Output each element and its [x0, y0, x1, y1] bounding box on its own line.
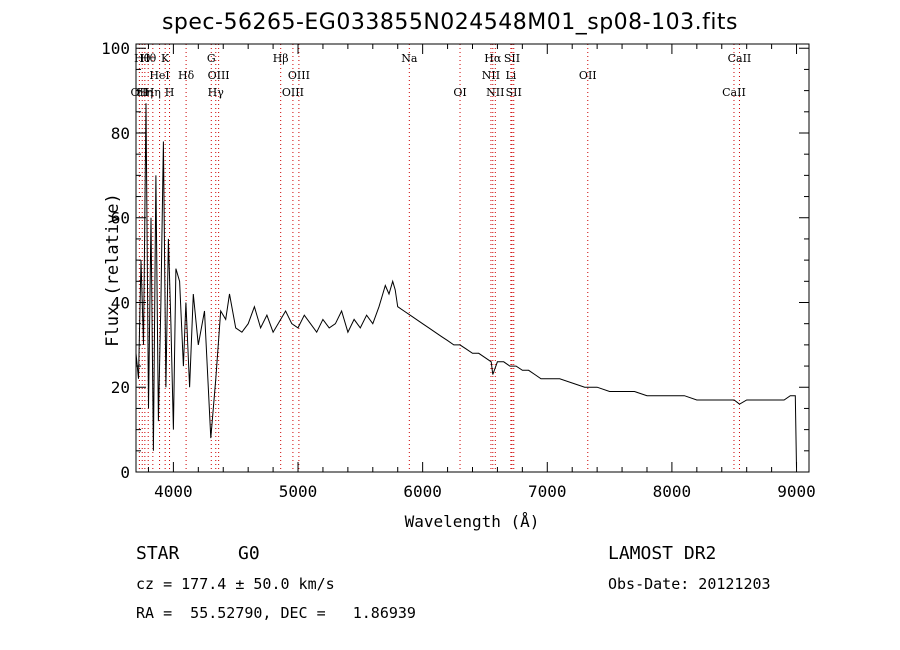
line-label-21: SII: [504, 52, 520, 65]
line-label-18: Hα: [484, 52, 502, 65]
chart-title: spec-56265-EG033855N024548M01_sp08-103.f…: [161, 10, 739, 35]
y-tick-label-1: 20: [111, 378, 130, 397]
line-label-22: SII: [506, 86, 522, 99]
x-tick-label-4: 8000: [653, 482, 692, 501]
object-subclass: G0: [238, 543, 260, 564]
line-label-10: Hγ: [208, 86, 225, 99]
line-label-2: Hη: [137, 86, 153, 99]
y-axis-ticks: 0 20 40 60 80 100: [101, 39, 809, 482]
spectrum-line: [135, 103, 797, 468]
emission-line-labels: OII Hθ Hη Hθ Hη HeI K HHδ G Hγ OIII Hβ OIII OIII Na OI N…: [131, 52, 752, 99]
x-axis-label: Wavelength (Å): [404, 512, 540, 531]
line-label-11: OIII: [208, 69, 230, 82]
line-label-14: OIII: [288, 69, 310, 82]
x-tick-label-0: 4000: [154, 482, 193, 501]
line-label-0: OII: [131, 86, 149, 99]
x-tick-label-1: 5000: [279, 482, 318, 501]
object-class: STAR: [136, 543, 180, 564]
plot-frame: [135, 43, 810, 473]
line-label-24: CaII: [722, 86, 746, 99]
line-label-8: Hδ: [178, 69, 195, 82]
line-label-23: OII: [579, 69, 597, 82]
line-label-6: K: [161, 52, 170, 65]
line-label-1: Hθ: [134, 52, 151, 65]
y-tick-label-5: 100: [101, 39, 130, 58]
line-label-15: Na: [401, 52, 418, 65]
y-tick-label-3: 60: [111, 209, 130, 228]
redshift-cz: cz = 177.4 ± 50.0 km/s: [136, 575, 335, 593]
y-tick-label-2: 40: [111, 293, 130, 312]
x-tick-label-5: 9000: [777, 482, 816, 501]
line-label-7: H: [165, 86, 175, 99]
line-label-16: OI: [453, 86, 466, 99]
x-tick-label-2: 6000: [403, 482, 442, 501]
x-tick-label-3: 7000: [528, 482, 567, 501]
x-axis-ticks: 4000 5000 6000 7000 8000 9000: [147, 44, 816, 501]
line-label-12: Hβ: [273, 52, 289, 65]
y-tick-label-4: 80: [111, 124, 130, 143]
line-label-4: Hη: [145, 86, 161, 99]
line-label-9: G: [207, 52, 216, 65]
observation-date: Obs-Date: 20121203: [608, 575, 771, 593]
y-axis-label: Flux (relative): [102, 193, 123, 347]
line-label-3: Hθ: [140, 52, 157, 65]
emission-line-markers: [138, 44, 740, 472]
survey-label: LAMOST DR2: [608, 543, 717, 564]
line-label-19: NII: [486, 86, 504, 99]
line-label-5: HeI: [149, 69, 169, 82]
line-label-20: Li: [505, 69, 516, 82]
line-label-13: OIII: [282, 86, 304, 99]
line-label-17: NII: [482, 69, 500, 82]
y-tick-label-0: 0: [120, 463, 130, 482]
ra-dec: RA = 55.52790, DEC = 1.86939: [136, 604, 416, 622]
line-label-25: CaII: [728, 52, 752, 65]
